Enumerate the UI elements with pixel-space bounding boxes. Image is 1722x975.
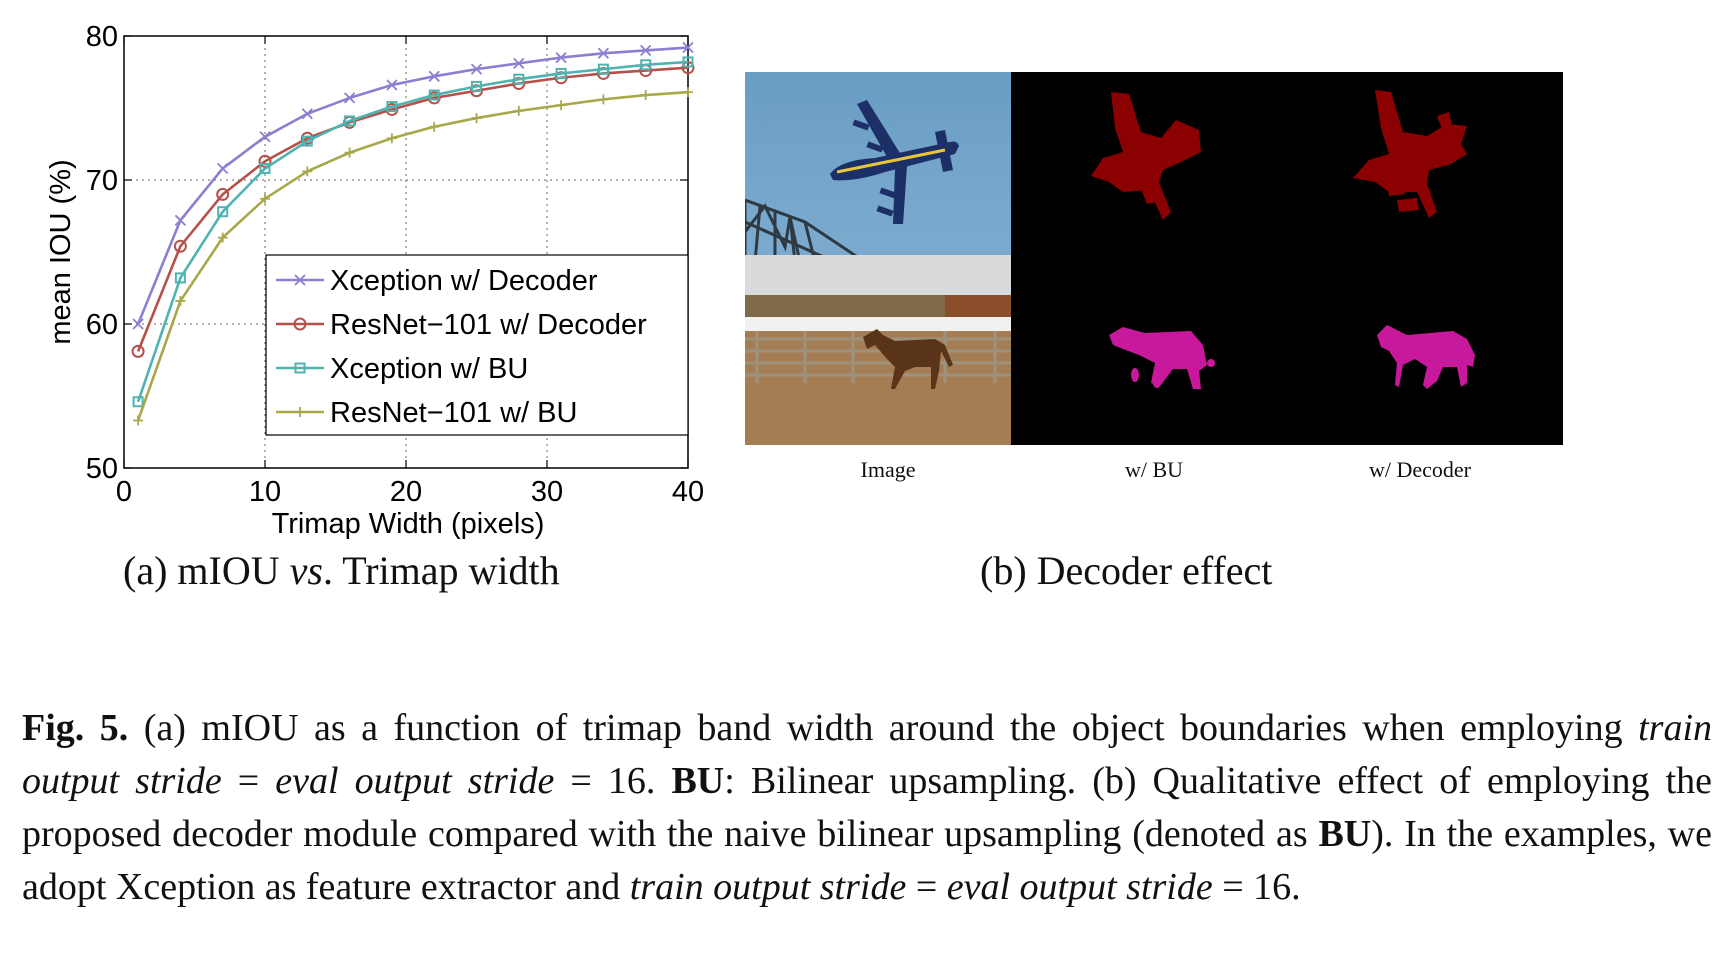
chart-legend: Xception w/ Decoder ResNet−101 w/ Decoder… xyxy=(265,254,689,436)
y-tick-label: 70 xyxy=(86,165,118,197)
x-tick-label: 20 xyxy=(390,476,422,508)
data-point xyxy=(301,108,313,120)
horse-mask-bu xyxy=(1011,255,1297,445)
data-point xyxy=(429,121,440,132)
data-point xyxy=(428,70,440,82)
data-point xyxy=(258,154,272,168)
series-line xyxy=(136,66,689,352)
legend-label: ResNet−101 w/ Decoder xyxy=(330,309,647,341)
data-point xyxy=(217,232,228,243)
data-point xyxy=(217,162,229,175)
data-point xyxy=(682,56,694,68)
data-point xyxy=(470,63,483,75)
horse-mask-decoder xyxy=(1277,255,1563,445)
data-point xyxy=(513,57,525,69)
x-tick-label: 10 xyxy=(249,476,281,508)
trimap-chart: 0 10 20 30 40 50 60 70 80 mean IOU (%) Trimap Wi… xyxy=(45,21,704,540)
series-line xyxy=(136,60,689,403)
data-point xyxy=(555,67,567,79)
x-tick-label: 40 xyxy=(672,476,704,508)
label-bu: w/ BU xyxy=(1124,457,1184,482)
data-point xyxy=(174,272,186,284)
airplane-mask-decoder xyxy=(1277,72,1563,262)
y-tick-label: 80 xyxy=(86,21,118,53)
data-point xyxy=(301,135,313,147)
label-image: Image xyxy=(860,457,916,482)
subcaption-b: (b) Decoder effect xyxy=(980,548,1273,593)
data-point xyxy=(216,187,230,201)
subcaption-a: (a) mIOU vs. Trimap width xyxy=(123,548,560,593)
data-point xyxy=(386,133,397,144)
data-point xyxy=(302,166,313,177)
data-point xyxy=(555,51,567,64)
y-tick-label: 50 xyxy=(86,453,118,485)
x-tick-label: 30 xyxy=(531,476,563,508)
legend-label: Xception w/ BU xyxy=(330,353,528,385)
data-point xyxy=(343,92,356,104)
legend-label: Xception w/ Decoder xyxy=(330,265,598,297)
data-point xyxy=(640,59,652,71)
data-point xyxy=(259,162,271,174)
data-point xyxy=(428,89,440,101)
data-point xyxy=(640,90,651,101)
data-point xyxy=(556,100,567,111)
series-line xyxy=(136,46,689,325)
data-point xyxy=(175,295,186,306)
legend-marker xyxy=(293,317,307,331)
horse-photo xyxy=(745,255,1031,445)
legend-marker xyxy=(294,274,306,286)
data-point xyxy=(386,79,398,91)
data-point xyxy=(217,206,229,218)
data-point xyxy=(259,131,271,143)
data-point xyxy=(683,87,693,98)
legend-box xyxy=(265,254,689,436)
data-point xyxy=(260,193,270,204)
data-point xyxy=(131,344,145,358)
figure-label: Fig. 5. xyxy=(22,707,129,749)
data-point xyxy=(513,73,525,85)
data-point xyxy=(132,396,144,408)
data-point xyxy=(513,105,524,116)
figure-caption: Fig. 5. (a) mIOU as a function of trimap… xyxy=(22,707,1712,908)
data-point xyxy=(133,415,144,426)
data-point xyxy=(471,80,482,92)
x-tick-label: 0 xyxy=(116,476,132,508)
label-decoder: w/ Decoder xyxy=(1368,457,1471,482)
airplane-photo xyxy=(745,72,1031,262)
y-tick-label: 60 xyxy=(86,309,118,341)
data-point xyxy=(682,41,694,54)
legend-marker xyxy=(294,362,306,374)
chart-series xyxy=(131,41,695,426)
data-point xyxy=(174,214,187,226)
data-point xyxy=(344,147,355,158)
data-point xyxy=(597,63,609,75)
airplane-mask-bu xyxy=(1011,72,1297,262)
y-axis-label: mean IOU (%) xyxy=(45,159,77,344)
chart-ticks: 0 10 20 30 40 50 60 70 80 xyxy=(86,21,704,508)
series-line xyxy=(136,90,689,421)
data-point xyxy=(132,318,144,330)
data-point xyxy=(598,94,609,105)
data-point xyxy=(344,115,356,127)
x-axis-label: Trimap Width (pixels) xyxy=(272,508,545,540)
legend-marker xyxy=(295,407,305,417)
data-point xyxy=(173,239,187,253)
data-point xyxy=(471,113,482,124)
data-point xyxy=(597,47,610,59)
data-point xyxy=(386,101,398,113)
legend-label: ResNet−101 w/ BU xyxy=(330,397,577,429)
data-point xyxy=(640,44,652,57)
